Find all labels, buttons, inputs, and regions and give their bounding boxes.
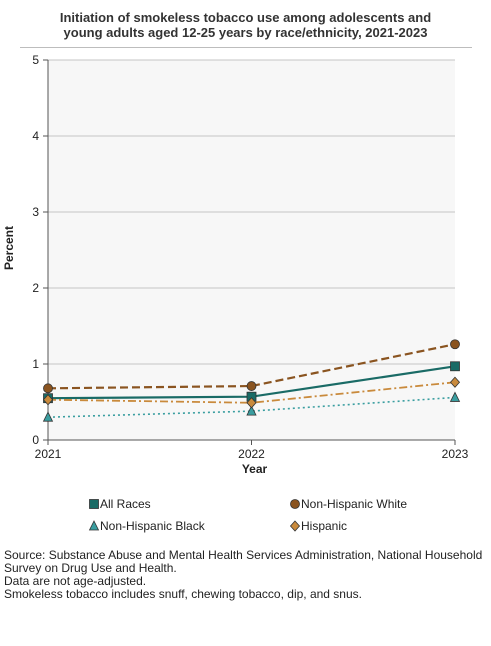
legend-marker-hispanic xyxy=(289,520,301,532)
definition-note: Smokeless tobacco includes snuff, chewin… xyxy=(4,587,362,601)
data-point-hispanic-2022 xyxy=(246,397,257,409)
series-line-non-hispanic-white xyxy=(47,343,456,390)
legend-label-hispanic: Hispanic xyxy=(301,519,348,533)
y-tick-label-4: 4 xyxy=(32,129,39,143)
x-tick-label-2021: 2021 xyxy=(35,447,62,461)
data-point-non-hispanic-black-2023 xyxy=(449,391,461,402)
chart-title: Initiation of smokeless tobacco use amon… xyxy=(20,10,471,40)
source-note: Source: Substance Abuse and Mental Healt… xyxy=(4,548,483,575)
title-divider xyxy=(20,47,472,48)
y-tick-label-5: 5 xyxy=(32,53,39,67)
chart-title-line-1: Initiation of smokeless tobacco use amon… xyxy=(59,10,432,25)
data-point-hispanic-2021 xyxy=(42,394,54,406)
data-point-non-hispanic-white-2022 xyxy=(246,381,257,391)
x-tick-label-2022: 2022 xyxy=(238,447,265,461)
x-axis-title: Year xyxy=(242,462,268,476)
legend-label-all-races: All Races xyxy=(100,497,151,511)
legend-label-non-hispanic-white: Non-Hispanic White xyxy=(301,497,408,511)
y-tick-label-2: 2 xyxy=(32,281,39,295)
legend-marker-all-races xyxy=(89,499,99,509)
line-chart: 0 1 2 3 4 5 2021 2022 2023 Year Percent xyxy=(2,53,469,476)
legend-marker-non-hispanic-black xyxy=(88,520,100,531)
age-adjust-note: Data are not age-adjusted. xyxy=(4,574,147,588)
legend-marker-non-hispanic-white xyxy=(290,499,300,509)
data-point-hispanic-2023 xyxy=(449,376,461,388)
data-point-non-hispanic-black-2022 xyxy=(246,405,257,416)
chart-notes: Source: Substance Abuse and Mental Healt… xyxy=(4,549,489,601)
data-point-non-hispanic-black-2021 xyxy=(42,411,54,422)
y-tick-label-0: 0 xyxy=(32,433,39,447)
y-axis-title: Percent xyxy=(2,226,16,270)
y-tick-label-1: 1 xyxy=(32,357,39,371)
data-point-all-races-2023 xyxy=(450,361,460,372)
legend-label-non-hispanic-black: Non-Hispanic Black xyxy=(100,519,205,533)
chart-title-line-2: young adults aged 12-25 years by race/et… xyxy=(63,25,428,40)
data-point-non-hispanic-white-2021 xyxy=(43,383,53,394)
data-point-non-hispanic-white-2023 xyxy=(450,339,460,350)
y-tick-label-3: 3 xyxy=(32,205,39,219)
x-tick-label-2023: 2023 xyxy=(442,447,469,461)
